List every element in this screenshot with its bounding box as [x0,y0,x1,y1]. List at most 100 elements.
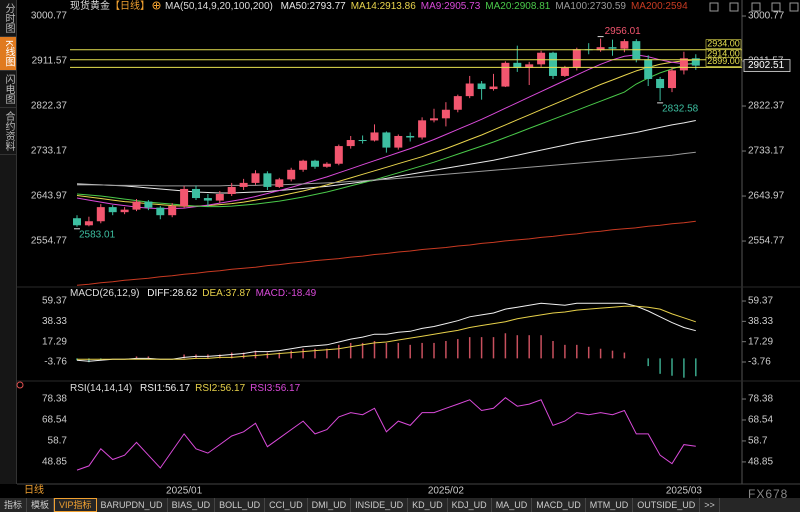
legend-value: 56.17 [220,383,246,394]
y-tick-label: 2911.57 [32,56,68,67]
candle-body [215,194,224,201]
legend-name: MA20 [485,1,514,12]
candle-body [441,109,450,119]
icon[interactable] [789,2,799,12]
candle-body [334,146,343,164]
y-tick-label: 2822.37 [748,101,785,112]
y-tick-label: 59.37 [748,296,773,307]
candle-body [73,218,81,226]
candle-body [572,49,581,68]
candle-body [596,47,605,51]
candle-body [560,67,569,76]
tab[interactable]: VIP指标 [54,498,97,512]
icon[interactable] [709,2,719,12]
candle-body [251,173,260,183]
y-tick-label: 2554.77 [31,236,68,247]
sidebar-tab[interactable]: K线图 [0,37,16,71]
y-tick-label: 3000.77 [31,11,68,22]
tab[interactable]: CCI_UD [265,498,308,512]
candle-body [477,83,486,90]
legend-name: RSI1 [140,383,165,394]
tab[interactable]: OUTSIDE_UD [633,498,701,512]
y-tick-label: 58.7 [48,436,68,447]
legend-value: 56.17 [275,383,301,394]
candle-body [311,160,319,167]
candle-body [418,120,427,138]
period[interactable]: 日线 [24,485,44,496]
candle-body [513,62,522,68]
legend-name: MA9 [421,1,444,12]
ma-line [76,220,696,286]
y-tick-label: 38.33 [748,316,773,327]
icon[interactable] [729,2,739,12]
price-line-label: 2899.00 [707,56,740,66]
candle-body [120,209,129,213]
plot-area [73,38,700,286]
legend-value: -18.49 [287,288,317,299]
candle-body [96,207,105,222]
legend-value: 28.62 [172,288,198,299]
legend-name: RSI2 [195,383,220,394]
indicator: RSI(14,14,14) [70,383,133,394]
macd-header: MACD(26,12,9) DIFF28.62 DEA37.87 MACD-18.4… [70,287,738,301]
y-tick-label: 2554.77 [748,236,785,247]
legend-item: MACD-18.49 [256,288,317,299]
ma-line [77,151,696,187]
sidebar-tab[interactable]: 分时图 [0,0,16,37]
candle-body [620,41,629,49]
period: 【日线】 [110,1,150,12]
candle-body [501,62,510,87]
tab[interactable]: 指标 [0,498,28,512]
tab[interactable]: DMI_UD [308,498,352,512]
annotation: 2832.58 [662,104,699,115]
legend-item: MA1002730.59 [555,1,626,12]
tab[interactable]: >> [700,498,720,512]
settings-icon[interactable] [152,1,161,10]
y-tick-label: 2643.97 [31,191,68,202]
tab[interactable]: MA_UD [492,498,533,512]
candle-body [227,186,236,195]
tab[interactable]: INSIDE_UD [351,498,409,512]
legend-value: 2908.81 [514,1,551,12]
chart: 3000.773000.772911.572911.572822.372822.… [16,0,800,497]
candle-body [453,96,462,110]
price-line-label: 2914.00 [707,49,740,59]
tab[interactable]: BIAS_UD [168,498,216,512]
legend-value: 2905.73 [444,1,481,12]
candle-body [382,132,391,148]
watermark: FX678 [748,487,789,501]
y-tick-label: 78.38 [42,394,67,405]
candle-body [537,52,546,65]
tab[interactable]: 模板 [27,498,55,512]
candle-body [430,118,438,121]
annotation: 2956.01 [605,26,642,37]
y-tick-label: 78.38 [748,394,773,405]
tab[interactable]: BOLL_UD [215,498,266,512]
indicator-icon[interactable] [16,381,24,389]
indicator: MA(50,14,9,20,100,200) [165,1,273,12]
y-tick-label: 17.29 [748,336,773,347]
y-tick-label: 2733.17 [748,146,785,157]
sidebar-tab[interactable]: 合约资料 [0,108,16,155]
candle-body [156,207,165,216]
last-price-box [743,59,791,72]
price-line-label-box [705,57,742,67]
candle-body [263,173,272,187]
x-tick-label: 2025/03 [666,486,703,497]
candle-body [406,135,415,138]
legend-value: 2594 [665,1,688,12]
tab[interactable]: KDJ_UD [448,498,492,512]
toolbar-icons [709,2,799,12]
legend-item: MA142913.86 [351,1,416,12]
tab[interactable]: MTM_UD [586,498,634,512]
icon[interactable] [771,2,781,12]
tab[interactable]: MACD_UD [532,498,586,512]
y-tick-label: 2822.37 [31,101,68,112]
icon[interactable] [751,2,761,12]
tab[interactable]: BARUPDN_UD [97,498,168,512]
sidebar-tab[interactable]: 闪电图 [0,71,16,108]
legend-name: RSI3 [250,383,275,394]
candle-body [168,206,177,216]
tab[interactable]: KD_UD [408,498,448,512]
